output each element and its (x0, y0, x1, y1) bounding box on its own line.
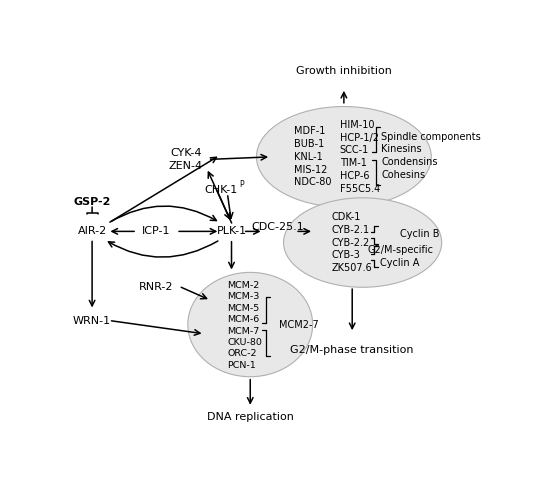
Text: Spindle components
Kinesins
Condensins
Cohesins: Spindle components Kinesins Condensins C… (381, 132, 481, 180)
Text: WRN-1: WRN-1 (73, 316, 111, 326)
Text: RNR-2: RNR-2 (140, 282, 174, 292)
Text: CHK-1: CHK-1 (205, 185, 238, 196)
Text: CYK-4: CYK-4 (170, 148, 201, 158)
Text: ZEN-4: ZEN-4 (169, 161, 203, 171)
Text: MCM-2
MCM-3
MCM-5
MCM-6
MCM-7
CKU-80
ORC-2
PCN-1: MCM-2 MCM-3 MCM-5 MCM-6 MCM-7 CKU-80 ORC… (227, 281, 262, 370)
Text: CDC-25.1: CDC-25.1 (251, 222, 303, 231)
Text: PLK-1: PLK-1 (216, 227, 246, 236)
Text: MCM2-7: MCM2-7 (279, 319, 319, 330)
Text: DNA replication: DNA replication (207, 412, 294, 423)
Text: Growth inhibition: Growth inhibition (296, 66, 392, 76)
Text: MDF-1
BUB-1
KNL-1
MIS-12
NDC-80: MDF-1 BUB-1 KNL-1 MIS-12 NDC-80 (294, 126, 331, 187)
Text: HIM-10
HCP-1/2
SCC-1
TIM-1
HCP-6
F55C5.4: HIM-10 HCP-1/2 SCC-1 TIM-1 HCP-6 F55C5.4 (340, 120, 380, 194)
Text: G2/M-specific
Cyclin A: G2/M-specific Cyclin A (367, 245, 433, 268)
Ellipse shape (257, 106, 431, 207)
Ellipse shape (284, 198, 441, 287)
Text: ICP-1: ICP-1 (142, 227, 171, 236)
Text: GSP-2: GSP-2 (74, 197, 111, 207)
Text: G2/M-phase transition: G2/M-phase transition (291, 345, 414, 354)
Text: CDK-1
CYB-2.1
CYB-2.2
CYB-3
ZK507.6: CDK-1 CYB-2.1 CYB-2.2 CYB-3 ZK507.6 (331, 212, 372, 273)
Ellipse shape (188, 272, 313, 377)
Text: P: P (239, 181, 243, 189)
Text: AIR-2: AIR-2 (77, 227, 107, 236)
Text: Cyclin B: Cyclin B (400, 229, 440, 239)
